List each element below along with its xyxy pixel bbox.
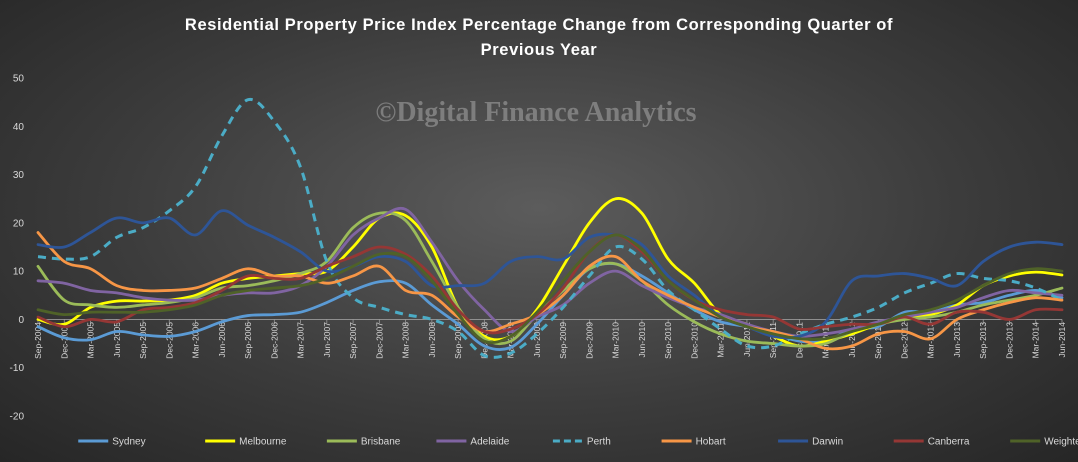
x-tick-label: Jun-2010 [637, 322, 647, 358]
x-tick-label: Dec-2012 [899, 322, 909, 359]
x-tick-label: Sep-2008 [453, 322, 463, 359]
x-tick-label: Mar-2008 [401, 322, 411, 359]
legend-label-weighted-average: Weighted Average [1044, 437, 1078, 448]
x-tick-label: Dec-2007 [374, 322, 384, 359]
chart-title-line-2: Previous Year [481, 41, 598, 59]
x-tick-label: Jun-2012 [847, 322, 857, 358]
x-tick-label: Mar-2006 [191, 322, 201, 359]
x-tick-label: Jun-2006 [217, 322, 227, 358]
x-tick-label: Jun-2013 [952, 322, 962, 358]
x-tick-label: Sep-2009 [558, 322, 568, 359]
series-line-perth [37, 98, 1063, 359]
legend-label-darwin: Darwin [812, 437, 843, 448]
x-tick-label: Mar-2010 [611, 322, 621, 359]
x-tick-label: Sep-2012 [873, 322, 883, 359]
x-tick-label: Jun-2011 [742, 322, 752, 357]
x-tick-label: Mar-2014 [1031, 322, 1041, 359]
x-tick-label: Sep-2013 [978, 322, 988, 359]
legend: Sydney Melbourne Brisbane Adelaide Perth Hoba… [78, 437, 1078, 448]
x-tick-label: Jun-2014 [1057, 322, 1067, 358]
x-tick-label: Dec-2013 [1004, 322, 1014, 359]
series-line-weighted-average [36, 233, 1064, 345]
chart-title-line-1: Residential Property Price Index Percent… [185, 16, 893, 34]
y-tick-label: 20 [13, 218, 25, 229]
y-tick-label: -20 [10, 412, 25, 423]
legend-label-adelaide: Adelaide [470, 437, 509, 448]
legend-label-hobart: Hobart [696, 437, 726, 448]
legend-label-sydney: Sydney [112, 437, 145, 448]
x-tick-label: Sep-2007 [348, 322, 358, 359]
x-tick-label: Sep-2010 [663, 322, 673, 359]
series-line-darwin [36, 209, 1064, 340]
watermark-text: ©Digital Finance Analytics [375, 97, 696, 128]
legend-label-perth: Perth [587, 437, 611, 448]
y-tick-label: 40 [13, 122, 25, 133]
x-tick-label: Dec-2005 [164, 322, 174, 359]
x-tick-label: Dec-2009 [584, 322, 594, 359]
legend-label-canberra: Canberra [928, 437, 970, 448]
x-tick-label: Sep-2011 [768, 322, 778, 359]
x-tick-label: Jun-2009 [532, 322, 542, 358]
series-layer [36, 98, 1064, 359]
y-tick-label: 30 [13, 170, 25, 181]
legend-label-melbourne: Melbourne [239, 437, 287, 448]
x-tick-label: Jun-2005 [112, 322, 122, 358]
x-tick-label: Sep-2004 [33, 322, 43, 359]
x-tick-label: Sep-2006 [243, 322, 253, 359]
y-tick-label: 10 [13, 267, 25, 278]
legend-label-brisbane: Brisbane [361, 437, 401, 448]
x-tick-label: Dec-2004 [59, 322, 69, 359]
x-tick-label: Dec-2006 [269, 322, 279, 359]
x-tick-label: Dec-2010 [689, 322, 699, 359]
x-tick-label: Sep-2005 [138, 322, 148, 359]
series-line-canberra [36, 233, 1064, 335]
x-tick-label: Jun-2007 [322, 322, 332, 358]
series-line-hobart [36, 231, 1064, 351]
x-tick-label: Jun-2008 [427, 322, 437, 358]
x-tick-label: Mar-2011 [716, 322, 726, 358]
x-tick-label: Mar-2007 [296, 322, 306, 359]
y-tick-label: 0 [18, 315, 24, 326]
y-tick-label: 50 [13, 74, 25, 85]
y-tick-label: -10 [10, 363, 25, 374]
